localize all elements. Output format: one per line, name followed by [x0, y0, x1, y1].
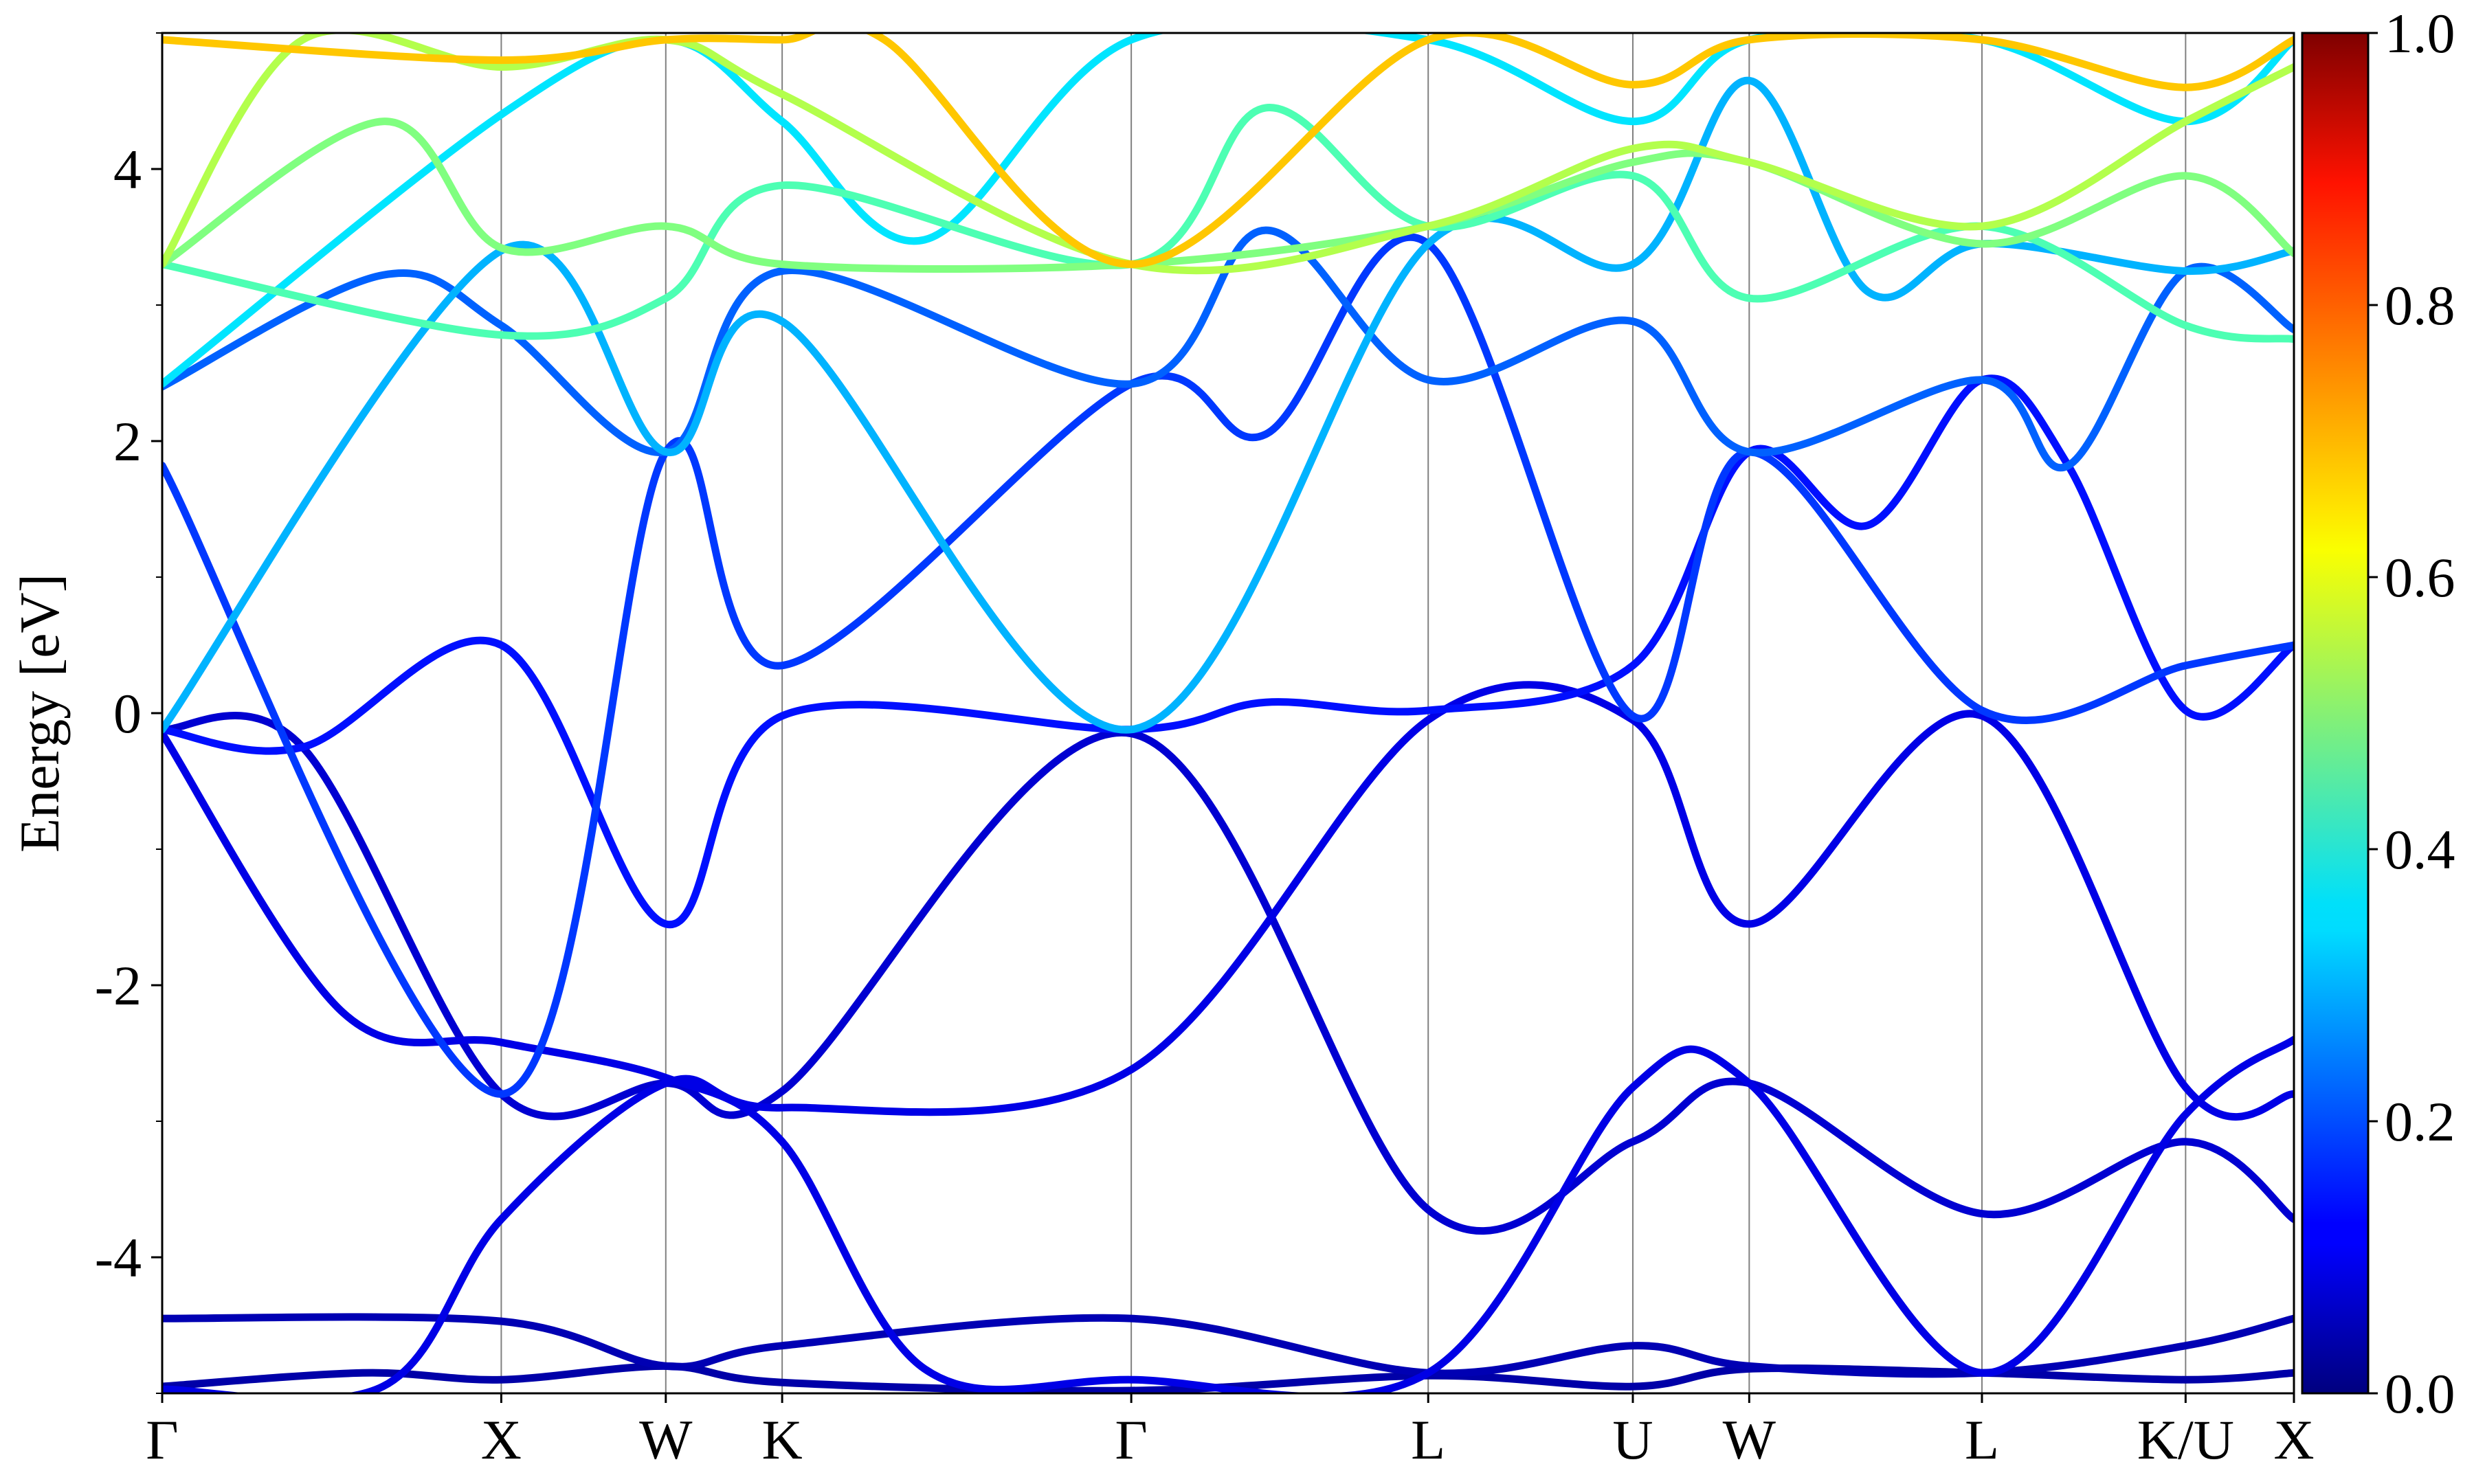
- colorbar-tick-label: 0.2: [2385, 1090, 2455, 1153]
- y-tick-label: -2: [95, 954, 142, 1017]
- y-tick-label: 4: [113, 138, 142, 201]
- x-tick-label: L: [1411, 1408, 1445, 1471]
- colorbar-tick-label: 0.8: [2385, 274, 2455, 337]
- band-line: [162, 117, 2294, 273]
- colorbar-ticks: 0.0 0.2 0.4 0.6 0.8 1.0: [2368, 2, 2455, 1425]
- band-line: [162, 233, 2294, 1098]
- x-tick-label: X: [481, 1408, 522, 1471]
- bands: [162, 33, 2294, 1393]
- x-tick-label: Γ: [1115, 1408, 1147, 1471]
- band-line: [162, 33, 2294, 269]
- y-axis-label: Energy [eV]: [8, 574, 71, 853]
- x-tick-label: W: [639, 1408, 693, 1471]
- band-line: [162, 730, 2294, 1393]
- colorbar-tick-label: 1.0: [2385, 2, 2455, 65]
- x-tick-label: K: [762, 1408, 803, 1471]
- y-tick-label: 2: [113, 410, 142, 473]
- x-tick-label: L: [1965, 1408, 1999, 1471]
- band-line: [162, 711, 2294, 1235]
- colorbar-tick-label: 0.6: [2385, 546, 2455, 609]
- y-ticks: 4 2 0 -2 -4: [95, 32, 162, 1394]
- y-tick-label: 0: [113, 682, 142, 745]
- colorbar: [2301, 32, 2370, 1395]
- x-tick-label: X: [2273, 1408, 2314, 1471]
- band-line: [162, 681, 2294, 1393]
- band-line: [162, 374, 2294, 928]
- x-tick-label: K/U: [2137, 1408, 2234, 1471]
- x-tick-label: Γ: [146, 1408, 178, 1471]
- x-ticks: Γ X W K Γ L U W L K/U X: [146, 1393, 2315, 1471]
- x-tick-label: W: [1723, 1408, 1776, 1471]
- colorbar-tick-label: 0.0: [2385, 1362, 2455, 1425]
- x-tick-label: U: [1612, 1408, 1653, 1471]
- y-tick-label: -4: [95, 1226, 142, 1289]
- colorbar-tick-label: 0.4: [2385, 818, 2455, 881]
